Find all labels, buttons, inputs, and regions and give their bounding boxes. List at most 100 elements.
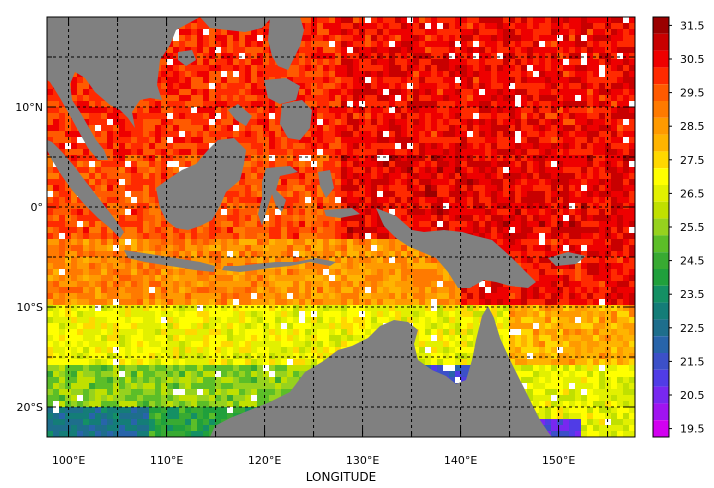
sst-cell <box>257 281 263 287</box>
sst-cell <box>413 59 419 65</box>
sst-cell <box>251 317 257 323</box>
sst-cell <box>563 305 569 311</box>
sst-cell <box>269 269 275 275</box>
sst-cell <box>359 113 365 119</box>
sst-cell <box>503 89 509 95</box>
sst-cell <box>239 233 245 239</box>
sst-cell <box>569 287 575 293</box>
sst-cell <box>251 185 257 191</box>
sst-cell <box>341 293 347 299</box>
sst-cell <box>479 281 485 287</box>
sst-cell <box>365 59 371 65</box>
sst-cell <box>557 173 563 179</box>
sst-cell <box>215 35 221 41</box>
sst-cell <box>269 275 275 281</box>
sst-cell <box>245 233 251 239</box>
sst-cell <box>203 221 209 227</box>
sst-cell <box>215 245 221 251</box>
sst-cell <box>53 293 59 299</box>
sst-cell <box>581 89 587 95</box>
sst-cell <box>353 167 359 173</box>
sst-cell <box>341 299 347 305</box>
sst-cell <box>479 179 485 185</box>
sst-cell <box>545 317 551 323</box>
sst-cell <box>335 311 341 317</box>
sst-cell <box>197 113 203 119</box>
sst-cell <box>491 113 497 119</box>
sst-cell <box>47 245 53 251</box>
sst-cell <box>593 113 599 119</box>
sst-cell <box>455 227 461 233</box>
sst-cell <box>353 149 359 155</box>
sst-cell <box>221 77 227 83</box>
sst-cell <box>473 161 479 167</box>
sst-cell <box>179 275 185 281</box>
sst-cell <box>509 65 515 71</box>
sst-cell <box>149 269 155 275</box>
sst-cell <box>335 119 341 125</box>
sst-cell <box>101 125 107 131</box>
sst-cell <box>275 299 281 305</box>
sst-cell <box>203 239 209 245</box>
sst-cell <box>527 95 533 101</box>
sst-cell <box>563 83 569 89</box>
sst-cell <box>113 137 119 143</box>
sst-cell <box>515 137 521 143</box>
sst-cell <box>611 245 617 251</box>
sst-cell <box>317 305 323 311</box>
sst-cell <box>443 149 449 155</box>
sst-cell <box>245 191 251 197</box>
sst-cell <box>533 251 539 257</box>
sst-cell <box>593 233 599 239</box>
sst-cell <box>461 179 467 185</box>
sst-cell <box>497 125 503 131</box>
sst-cell <box>263 89 269 95</box>
sst-cell <box>485 293 491 299</box>
sst-cell <box>317 143 323 149</box>
sst-cell <box>347 227 353 233</box>
sst-cell <box>119 215 125 221</box>
sst-cell <box>197 53 203 59</box>
sst-cell <box>323 251 329 257</box>
sst-cell <box>527 317 533 323</box>
sst-cell <box>71 125 77 131</box>
sst-cell <box>365 65 371 71</box>
sst-cell <box>239 59 245 65</box>
sst-cell <box>377 41 383 47</box>
sst-cell <box>611 239 617 245</box>
sst-cell <box>485 149 491 155</box>
sst-cell <box>89 107 95 113</box>
sst-cell <box>467 71 473 77</box>
sst-cell <box>389 149 395 155</box>
sst-cell <box>425 29 431 35</box>
sst-cell <box>389 239 395 245</box>
sst-cell <box>197 137 203 143</box>
sst-cell <box>113 263 119 269</box>
sst-cell <box>293 77 299 83</box>
sst-cell <box>155 299 161 305</box>
sst-cell <box>623 101 629 107</box>
sst-cell <box>155 245 161 251</box>
sst-cell <box>113 317 119 323</box>
sst-cell <box>83 167 89 173</box>
sst-cell <box>539 305 545 311</box>
sst-cell <box>59 227 65 233</box>
sst-cell <box>413 53 419 59</box>
sst-cell <box>149 251 155 257</box>
sst-cell <box>353 143 359 149</box>
sst-cell <box>479 131 485 137</box>
sst-cell <box>503 311 509 317</box>
sst-cell <box>89 257 95 263</box>
sst-cell <box>593 209 599 215</box>
sst-cell <box>107 203 113 209</box>
sst-cell <box>383 239 389 245</box>
sst-cell <box>107 119 113 125</box>
sst-cell <box>155 113 161 119</box>
sst-cell <box>353 17 359 23</box>
sst-cell <box>365 71 371 77</box>
sst-cell <box>281 227 287 233</box>
sst-cell <box>161 137 167 143</box>
sst-cell <box>365 287 371 293</box>
sst-cell <box>191 65 197 71</box>
sst-cell <box>395 299 401 305</box>
